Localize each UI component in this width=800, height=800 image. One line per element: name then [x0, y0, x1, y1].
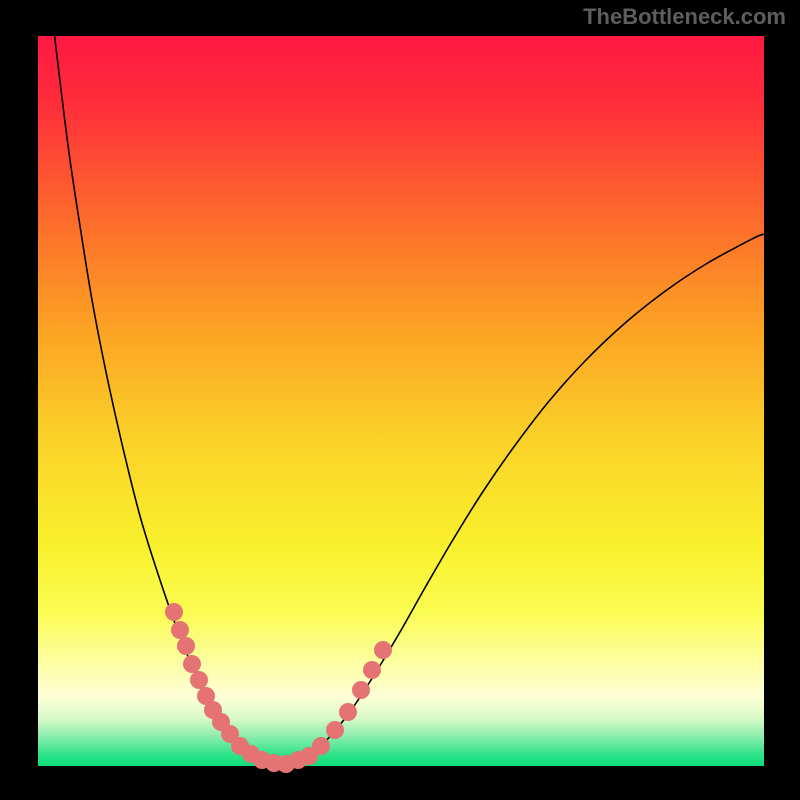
curve-marker: [177, 637, 195, 655]
curve-marker: [326, 721, 344, 739]
curve-marker: [352, 681, 370, 699]
watermark-text: TheBottleneck.com: [583, 4, 786, 30]
curve-marker: [339, 703, 357, 721]
plot-gradient-area: [38, 36, 764, 766]
bottleneck-chart: TheBottleneck.com: [0, 0, 800, 800]
curve-marker: [171, 621, 189, 639]
curve-marker: [190, 671, 208, 689]
curve-marker: [183, 655, 201, 673]
curve-marker: [363, 661, 381, 679]
curve-marker: [312, 737, 330, 755]
curve-marker: [374, 641, 392, 659]
chart-svg: [0, 0, 800, 800]
curve-marker: [165, 603, 183, 621]
